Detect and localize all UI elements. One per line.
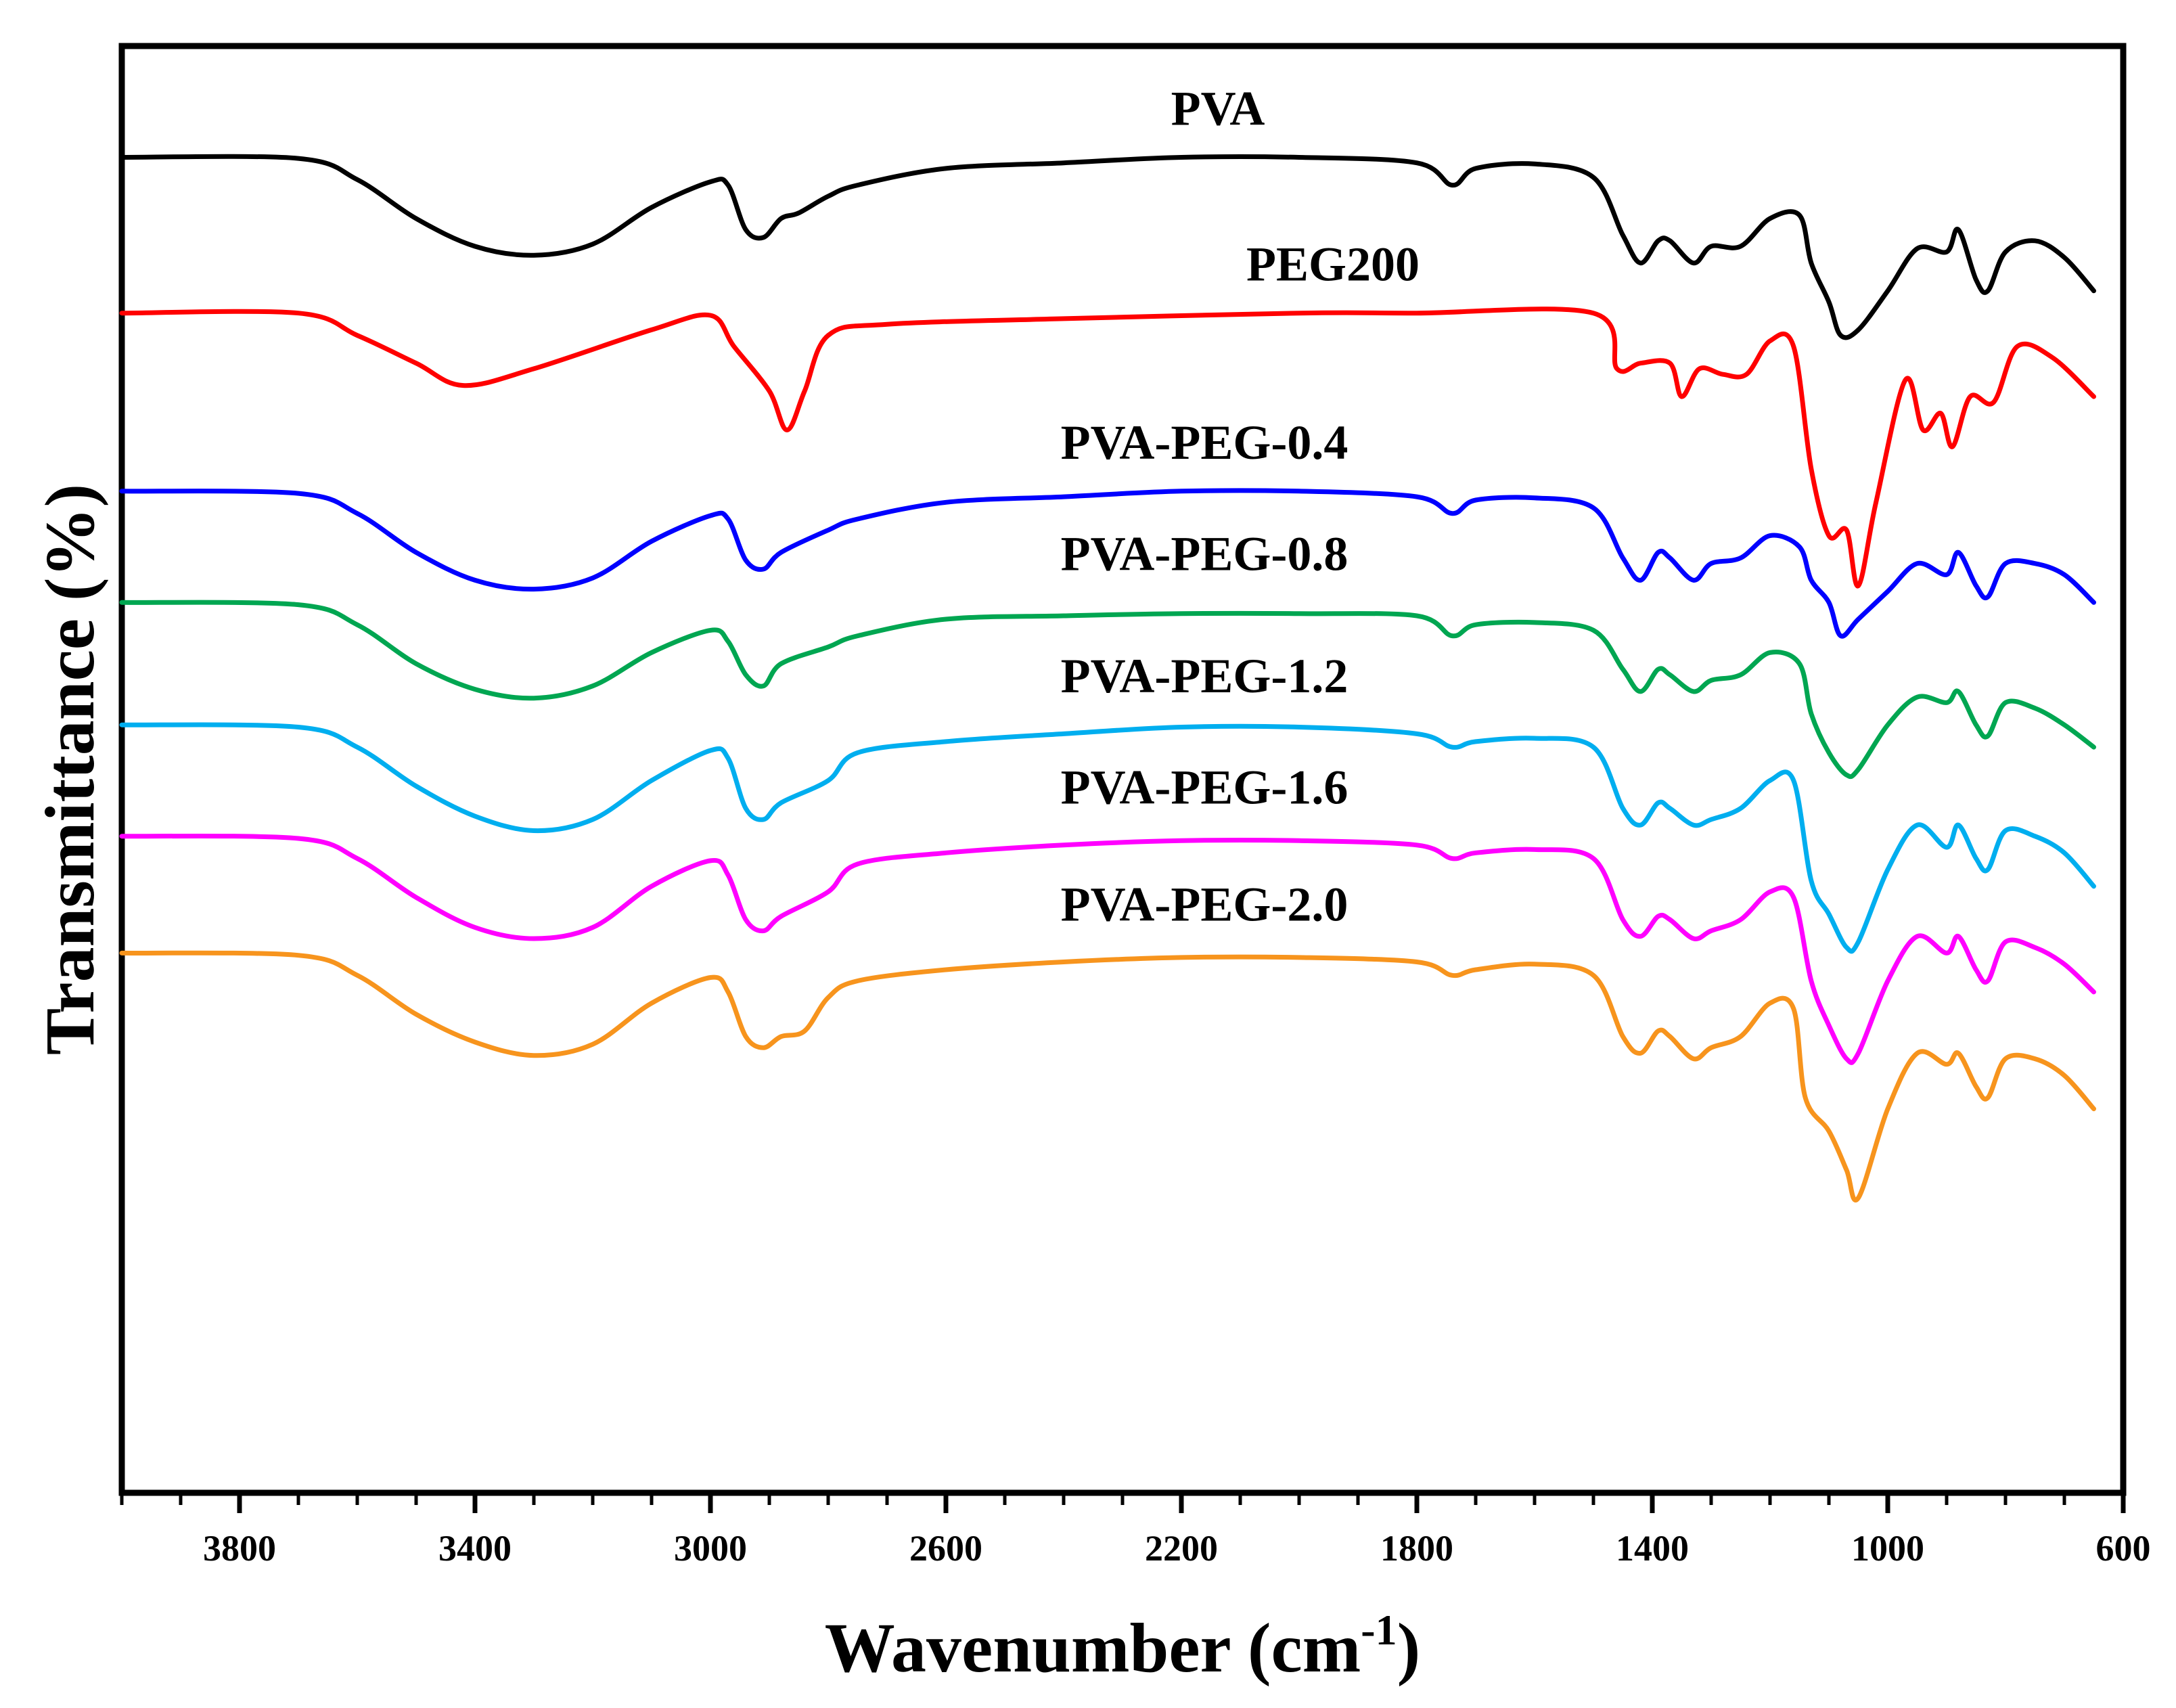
x-axis-ticks: 3800 3400 3000 2600 2200 1800 1400 1000 600 <box>120 1493 2151 1569</box>
series-line-pva <box>119 154 2096 340</box>
spectra-layer <box>119 154 2096 1203</box>
x-tick-label: 2600 <box>909 1528 982 1569</box>
series-label: PVA-PEG-2.0 <box>1061 877 1348 931</box>
series-labels-layer: PVA PEG200 PVA-PEG-0.4 PVA-PEG-0.8 PVA-PEG-1… <box>1061 81 1420 931</box>
series-label: PVA-PEG-0.8 <box>1061 526 1348 581</box>
x-tick-label: 1000 <box>1851 1528 1924 1569</box>
series-label: PVA-PEG-1.2 <box>1061 649 1348 703</box>
y-axis-title: Transmittance (%) <box>31 484 109 1055</box>
x-tick-label: 3000 <box>674 1528 747 1569</box>
series-line-pva-peg-0-4 <box>119 488 2096 639</box>
series-label: PEG200 <box>1246 238 1420 292</box>
x-tick-label: 3400 <box>438 1528 512 1569</box>
x-tick-label: 1800 <box>1380 1528 1453 1569</box>
series-label: PVA-PEG-1.6 <box>1061 761 1348 815</box>
series-label: PVA <box>1171 81 1265 135</box>
x-tick-label: 600 <box>2096 1528 2151 1569</box>
x-tick-label: 1400 <box>1616 1528 1689 1569</box>
x-tick-label: 2200 <box>1145 1528 1218 1569</box>
series-line-peg200 <box>119 307 2096 589</box>
series-line-pva-peg-1-6 <box>119 833 2096 1065</box>
series-line-pva-peg-2-0 <box>119 950 2096 1203</box>
x-tick-label: 3800 <box>203 1528 276 1569</box>
x-axis-title: Wavenumber (cm-1) <box>825 1606 1420 1687</box>
series-line-pva-peg-1-2 <box>119 722 2096 954</box>
series-label: PVA-PEG-0.4 <box>1061 415 1348 470</box>
series-line-pva-peg-0-8 <box>119 600 2096 780</box>
